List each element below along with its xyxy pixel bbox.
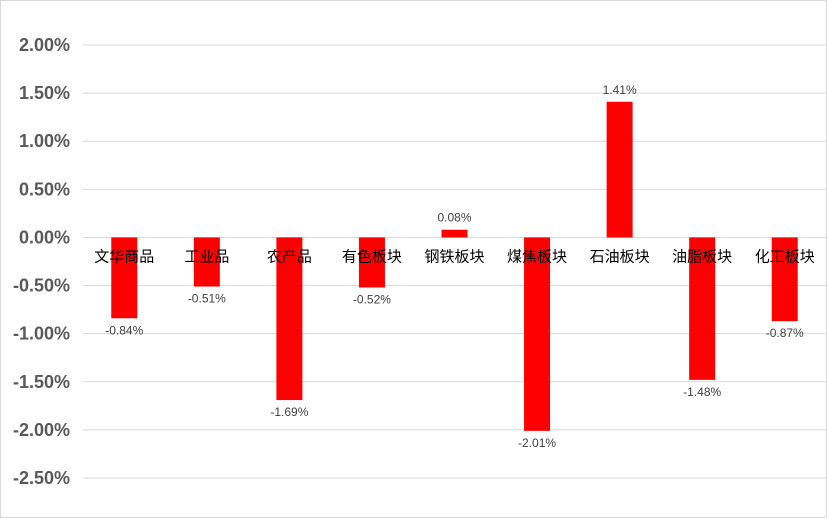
bar	[193, 237, 220, 287]
data-label: -1.69%	[270, 405, 308, 419]
data-label: -0.84%	[105, 323, 143, 337]
data-label: -0.87%	[766, 326, 804, 340]
data-label: -0.52%	[353, 292, 391, 306]
data-label: -0.51%	[188, 292, 226, 306]
y-tick-label: -1.00%	[13, 324, 70, 344]
data-label: 1.41%	[603, 83, 637, 97]
bar	[111, 237, 138, 319]
data-label: -1.48%	[683, 385, 721, 399]
category-label: 油脂板块	[672, 247, 732, 265]
y-tick-label: -2.00%	[13, 420, 70, 440]
category-label: 石油板块	[590, 247, 650, 265]
bar	[358, 237, 385, 288]
bar	[689, 237, 716, 380]
data-label: 0.08%	[437, 211, 471, 225]
y-tick-label: 0.50%	[19, 179, 70, 199]
data-label: -2.01%	[518, 436, 556, 450]
y-tick-label: 1.50%	[19, 83, 70, 103]
category-label: 煤焦板块	[507, 247, 567, 265]
y-tick-label: -2.50%	[13, 468, 70, 488]
category-label: 农产品	[267, 247, 312, 265]
category-label: 钢铁板块	[424, 247, 484, 265]
y-tick-label: 0.00%	[19, 227, 70, 247]
category-label: 工业品	[184, 247, 229, 265]
bar	[771, 237, 798, 322]
y-tick-label: 2.00%	[19, 35, 70, 55]
bar	[606, 101, 633, 238]
category-label: 化工板块	[755, 247, 815, 265]
bar	[524, 237, 551, 431]
bar	[276, 237, 303, 401]
bar	[441, 229, 468, 238]
y-tick-label: -0.50%	[13, 276, 70, 296]
y-tick-label: -1.50%	[13, 372, 70, 392]
category-label: 有色板块	[342, 247, 402, 265]
y-tick-label: 1.00%	[19, 131, 70, 151]
category-label: 文华商品	[94, 247, 154, 265]
